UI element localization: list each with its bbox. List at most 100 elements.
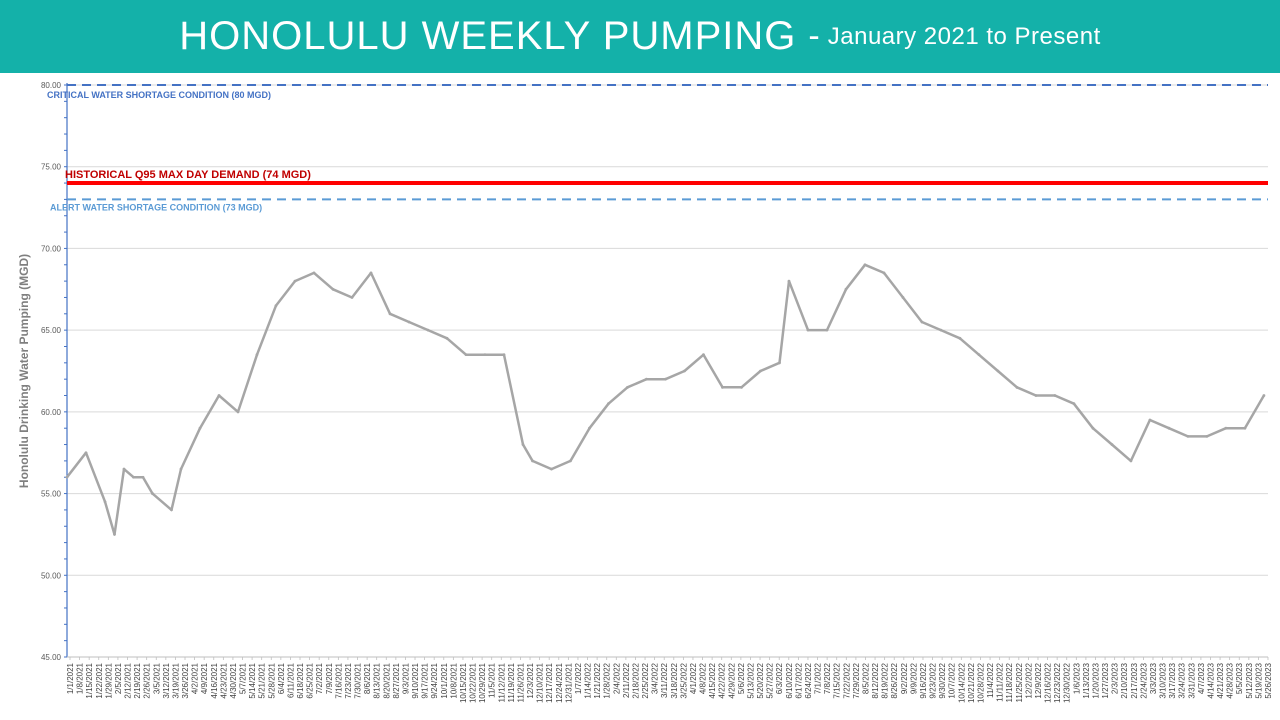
x-tick-label: 4/2/2021 [191, 662, 200, 694]
data-point [170, 508, 173, 512]
data-point [141, 475, 145, 479]
data-point [882, 271, 886, 275]
data-point [958, 336, 962, 340]
x-tick-label: 4/28/2023 [1226, 662, 1235, 698]
x-tick-label: 6/25/2021 [306, 662, 315, 698]
y-tick-label: 70.00 [41, 244, 62, 253]
data-point [1072, 402, 1076, 406]
x-tick-label: 11/26/2021 [516, 662, 525, 702]
x-tick-label: 5/20/2022 [756, 662, 765, 698]
x-tick-label: 3/24/2023 [1178, 662, 1187, 698]
x-tick-label: 6/3/2022 [775, 662, 784, 694]
data-point [996, 369, 1000, 373]
data-point [588, 426, 591, 430]
x-tick-label: 2/3/2023 [1111, 662, 1120, 694]
x-tick-label: 5/27/2022 [766, 662, 775, 698]
data-point [1243, 426, 1247, 430]
data-point [179, 467, 183, 471]
data-point [350, 296, 354, 299]
x-tick-label: 12/17/2021 [545, 662, 554, 703]
data-point [1129, 459, 1133, 463]
pumping-chart: 45.00 50.00 55.00 60.00 65.00 70.00 75.00 80.00… [17, 81, 1273, 703]
x-tick-label: 11/19/2021 [507, 662, 516, 702]
x-tick-label: 2/11/2022 [622, 662, 631, 698]
x-tick-label: 12/24/2021 [555, 662, 564, 703]
x-tick-label: 5/14/2021 [248, 662, 257, 698]
x-tick-label: 2/10/2023 [1120, 662, 1129, 698]
x-tick-label: 3/12/2021 [162, 662, 171, 698]
y-tick-label: 45.00 [41, 653, 62, 662]
x-tick-label: 6/18/2021 [296, 662, 305, 698]
data-point [331, 287, 335, 291]
x-tick-label: 11/4/2022 [986, 662, 995, 698]
x-tick-label: 3/4/2022 [651, 662, 660, 694]
x-tick-label: 1/20/2023 [1091, 662, 1100, 698]
x-tick-label: 1/15/2021 [85, 662, 94, 698]
x-tick-label: 3/31/2023 [1187, 662, 1196, 698]
x-tick-label: 10/22/2021 [469, 662, 478, 703]
pumping-series-line [66, 263, 1265, 536]
x-tick-label: 10/29/2021 [478, 662, 487, 703]
x-tick-label: 9/2/2022 [900, 662, 909, 694]
x-tick-label: 3/5/2021 [152, 662, 161, 694]
data-point [683, 369, 686, 373]
x-tick-label: 1/29/2021 [104, 662, 113, 698]
x-tick-label: 12/23/2022 [1053, 662, 1062, 703]
x-tick-label: 10/8/2021 [449, 662, 458, 698]
data-point [1053, 394, 1057, 397]
data-point [113, 533, 116, 536]
x-tick-label: 5/13/2022 [746, 662, 755, 698]
data-point [977, 353, 981, 357]
data-point [293, 279, 297, 283]
data-point [920, 320, 924, 324]
x-tick-label: 7/8/2022 [823, 662, 832, 694]
x-tick-label: 4/7/2023 [1197, 662, 1206, 694]
x-tick-label: 7/23/2021 [344, 662, 353, 698]
x-tick-label: 12/9/2022 [1034, 662, 1043, 698]
x-tick-label: 4/21/2023 [1216, 662, 1225, 698]
x-tick-label: 3/10/2023 [1159, 662, 1168, 698]
x-tick-label: 2/19/2021 [133, 662, 142, 698]
x-tick-label: 5/7/2021 [239, 662, 248, 694]
x-tick-label: 4/22/2022 [718, 662, 727, 698]
x-tick-label: 2/18/2022 [631, 662, 640, 698]
x-tick-label: 3/11/2022 [660, 662, 669, 698]
data-point [445, 336, 449, 340]
data-point [1148, 418, 1152, 422]
x-tick-label: 11/5/2021 [488, 662, 497, 698]
data-point [84, 451, 88, 455]
x-tick-label: 11/18/2022 [1005, 662, 1014, 702]
x-tick-label: 1/28/2022 [603, 662, 612, 698]
data-point [255, 353, 259, 357]
x-tick-label: 9/3/2021 [401, 662, 410, 694]
x-tick-label: 8/5/2022 [861, 662, 870, 694]
page-subtitle: January 2021 to Present [827, 22, 1101, 50]
data-point [274, 304, 278, 308]
data-point [740, 385, 743, 389]
y-tick-label: 65.00 [41, 326, 62, 335]
data-point [844, 287, 848, 291]
x-tick-label: 9/23/2022 [929, 662, 938, 698]
x-tick-label: 12/31/2021 [564, 662, 573, 703]
data-point [151, 492, 154, 495]
x-tick-label: 2/24/2023 [1139, 662, 1148, 698]
x-tick-label: 6/4/2021 [277, 662, 286, 694]
data-point [388, 312, 392, 316]
x-tick-label: 3/3/2023 [1149, 662, 1158, 694]
x-tick-label: 12/10/2021 [536, 662, 545, 703]
x-tick-label: 8/6/2021 [363, 662, 372, 694]
data-point [1110, 443, 1114, 446]
critical-threshold-label: CRITICAL WATER SHORTAGE CONDITION (80 MG… [47, 90, 271, 100]
data-point [521, 443, 525, 446]
data-point [778, 361, 781, 365]
x-tick-label: 12/30/2022 [1063, 662, 1072, 703]
x-tick-label: 1/14/2022 [584, 662, 593, 698]
x-tick-label: 4/14/2023 [1206, 662, 1215, 698]
x-tick-label: 5/28/2021 [267, 662, 276, 698]
alert-threshold-label: ALERT WATER SHORTAGE CONDITION (73 MGD) [50, 202, 262, 212]
data-point [122, 467, 126, 471]
data-point [607, 402, 610, 406]
y-tick-label: 50.00 [41, 571, 62, 580]
x-tick-label: 4/30/2021 [229, 662, 238, 698]
y-tick-label: 55.00 [41, 490, 62, 499]
